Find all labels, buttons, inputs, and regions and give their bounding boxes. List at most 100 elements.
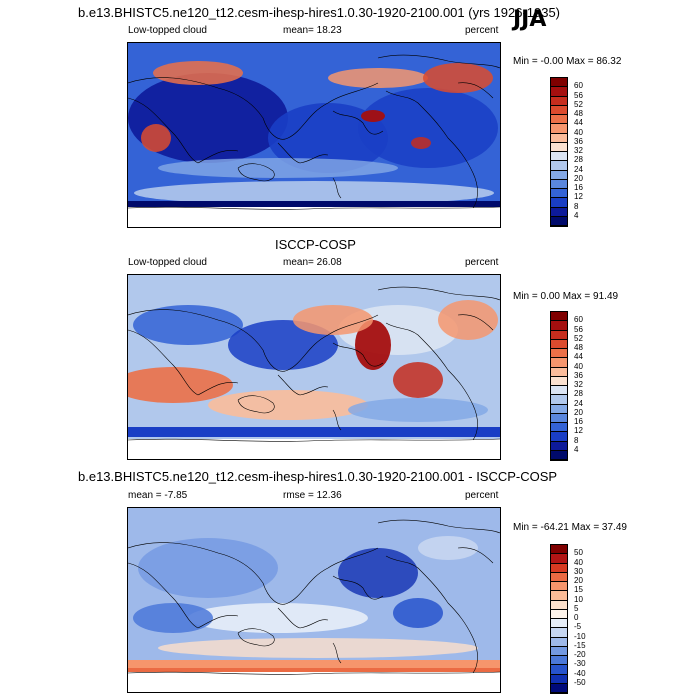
colorbar-tick-label: 44: [574, 118, 583, 128]
colorbar-swatch: [551, 619, 567, 629]
season-label: JJA: [513, 7, 547, 32]
colorbar-tick-label: 4: [574, 210, 579, 220]
colorbar-swatch: [551, 96, 567, 106]
colorbar-tick-label: 12: [574, 426, 583, 436]
colorbar-swatch: [551, 404, 567, 414]
colorbar-tick-label: 10: [574, 594, 583, 604]
colorbar-tick-label: 24: [574, 164, 583, 174]
cloud-field-map: [128, 275, 500, 459]
colorbar-swatch: [551, 339, 567, 349]
panel3-colorbar-ticks: 50 40 30 20 15 10 5 0 -5 -10 -15 -20 -30 -40 -50: [574, 544, 604, 692]
colorbar-swatch: [551, 683, 567, 693]
colorbar-tick-label: 8: [574, 435, 579, 445]
colorbar-swatch: [551, 591, 567, 601]
colorbar-tick-label: 20: [574, 407, 583, 417]
colorbar-tick-label: 28: [574, 155, 583, 165]
colorbar-swatch: [551, 395, 567, 405]
colorbar-tick-label: 48: [574, 109, 583, 118]
colorbar-tick-label: 32: [574, 380, 583, 389]
colorbar-swatch: [551, 105, 567, 115]
colorbar-tick-label: 20: [574, 576, 583, 585]
colorbar-swatch: [551, 321, 567, 331]
colorbar-swatch: [551, 152, 567, 162]
colorbar-tick-label: -20: [574, 650, 586, 659]
colorbar-tick-label: 36: [574, 136, 583, 146]
panel2-variable-label: Low-topped cloud: [128, 257, 207, 268]
panel2-colorbar: [550, 311, 568, 461]
colorbar-tick-label: 16: [574, 183, 583, 192]
colorbar-swatch: [551, 142, 567, 152]
colorbar-swatch: [551, 349, 567, 359]
colorbar-tick-label: -10: [574, 631, 586, 641]
colorbar-swatch: [551, 358, 567, 368]
colorbar-swatch: [551, 207, 567, 217]
colorbar-swatch: [551, 432, 567, 442]
colorbar-swatch: [551, 646, 567, 656]
colorbar-swatch: [551, 600, 567, 610]
panel1-variable-label: Low-topped cloud: [128, 25, 207, 36]
colorbar-swatch: [551, 563, 567, 573]
colorbar-tick-label: 40: [574, 361, 583, 371]
panel1-units-label: percent: [465, 25, 499, 36]
colorbar-swatch: [551, 674, 567, 684]
colorbar-swatch: [551, 133, 567, 143]
panel1-title: b.e13.BHISTC5.ne120_t12.cesm-ihesp-hires…: [78, 5, 561, 20]
panel3-rmse-label: rmse = 12.36: [283, 490, 342, 501]
colorbar-tick-label: 48: [574, 343, 583, 352]
colorbar-tick-label: 30: [574, 566, 583, 576]
panel1-minmax: Min = -0.00 Max = 86.32: [513, 56, 622, 67]
colorbar-swatch: [551, 170, 567, 180]
panel2-map: [127, 274, 501, 460]
colorbar-tick-label: 15: [574, 585, 583, 595]
colorbar-swatch: [551, 376, 567, 386]
colorbar-swatch: [551, 609, 567, 619]
colorbar-swatch: [551, 554, 567, 564]
colorbar-tick-label: -30: [574, 659, 586, 669]
colorbar-tick-label: -40: [574, 668, 586, 678]
colorbar-tick-label: 60: [574, 81, 583, 91]
colorbar-tick-label: -5: [574, 622, 582, 632]
colorbar-swatch: [551, 367, 567, 377]
colorbar-swatch: [551, 115, 567, 125]
colorbar-tick-label: 8: [574, 201, 579, 211]
panel1-mean-label: mean= 18.23: [283, 25, 342, 36]
colorbar-swatch: [551, 656, 567, 666]
colorbar-swatch: [551, 386, 567, 396]
panel3-map: [127, 507, 501, 693]
colorbar-tick-label: 60: [574, 315, 583, 325]
colorbar-tick-label: 16: [574, 417, 583, 426]
panel3-title: b.e13.BHISTC5.ne120_t12.cesm-ihesp-hires…: [78, 469, 558, 484]
colorbar-swatch: [551, 179, 567, 189]
colorbar-swatch: [551, 665, 567, 675]
colorbar-tick-label: 40: [574, 557, 583, 567]
colorbar-swatch: [551, 628, 567, 638]
cloud-field-map: [128, 508, 500, 692]
colorbar-tick-label: 5: [574, 603, 579, 613]
panel2-units-label: percent: [465, 257, 499, 268]
colorbar-swatch: [551, 545, 567, 555]
colorbar-tick-label: 28: [574, 389, 583, 399]
colorbar-tick-label: -50: [574, 677, 586, 687]
panel2-colorbar-ticks: 60 56 52 48 44 40 36 32 28 24 20 16 12 8 4: [574, 311, 604, 459]
colorbar-swatch: [551, 198, 567, 208]
colorbar-swatch: [551, 330, 567, 340]
colorbar-tick-label: 20: [574, 173, 583, 183]
colorbar-tick-label: -15: [574, 640, 586, 650]
panel2-minmax: Min = 0.00 Max = 91.49: [513, 291, 619, 302]
panel3-minmax: Min = -64.21 Max = 37.49: [513, 522, 627, 533]
panel2-mean-label: mean= 26.08: [283, 257, 342, 268]
colorbar-swatch: [551, 572, 567, 582]
colorbar-tick-label: 36: [574, 370, 583, 380]
colorbar-tick-label: 4: [574, 444, 579, 454]
colorbar-tick-label: 56: [574, 90, 583, 100]
colorbar-tick-label: 50: [574, 548, 583, 558]
colorbar-swatch: [551, 124, 567, 134]
colorbar-swatch: [551, 87, 567, 97]
colorbar-tick-label: 56: [574, 324, 583, 334]
colorbar-swatch: [551, 637, 567, 647]
colorbar-tick-label: 24: [574, 398, 583, 408]
panel3-colorbar: [550, 544, 568, 694]
colorbar-swatch: [551, 312, 567, 322]
colorbar-swatch: [551, 161, 567, 171]
colorbar-swatch: [551, 423, 567, 433]
